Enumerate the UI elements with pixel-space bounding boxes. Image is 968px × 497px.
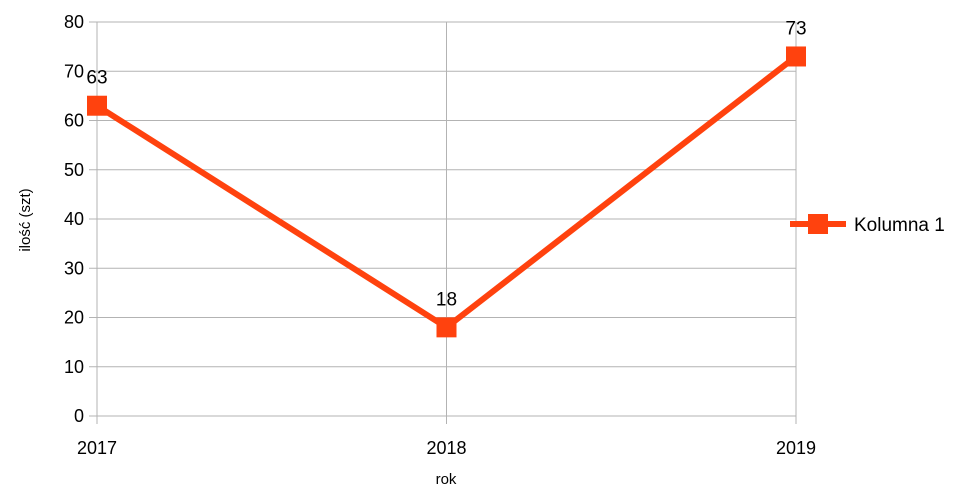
x-axis-title: rok bbox=[436, 471, 457, 488]
y-tick-label: 70 bbox=[64, 61, 84, 81]
x-tick-labels: 2017 2018 2019 bbox=[77, 438, 816, 458]
data-label: 63 bbox=[86, 68, 107, 89]
y-axis-title: ilość (szt) bbox=[17, 188, 34, 251]
axes bbox=[89, 22, 796, 424]
x-tick-label: 2019 bbox=[776, 438, 816, 458]
y-tick-label: 30 bbox=[64, 258, 84, 278]
y-tick-label: 0 bbox=[74, 406, 84, 426]
y-tick-labels: 0 10 20 30 40 50 60 70 80 bbox=[64, 12, 84, 426]
y-tick-label: 40 bbox=[64, 209, 84, 229]
y-tick-label: 60 bbox=[64, 111, 84, 131]
y-tick-label: 10 bbox=[64, 357, 84, 377]
y-tick-label: 20 bbox=[64, 308, 84, 328]
gridlines bbox=[97, 22, 796, 416]
data-label: 73 bbox=[785, 18, 806, 39]
data-point-marker bbox=[437, 317, 457, 337]
x-tick-label: 2018 bbox=[426, 438, 466, 458]
legend: Kolumna 1 bbox=[790, 214, 945, 236]
x-tick-label: 2017 bbox=[77, 438, 117, 458]
data-label: 18 bbox=[436, 289, 457, 310]
y-tick-label: 50 bbox=[64, 160, 84, 180]
legend-label: Kolumna 1 bbox=[854, 215, 945, 236]
y-tick-label: 80 bbox=[64, 12, 84, 32]
legend-marker bbox=[808, 214, 828, 234]
data-point-marker bbox=[87, 96, 107, 116]
data-point-marker bbox=[786, 46, 806, 66]
